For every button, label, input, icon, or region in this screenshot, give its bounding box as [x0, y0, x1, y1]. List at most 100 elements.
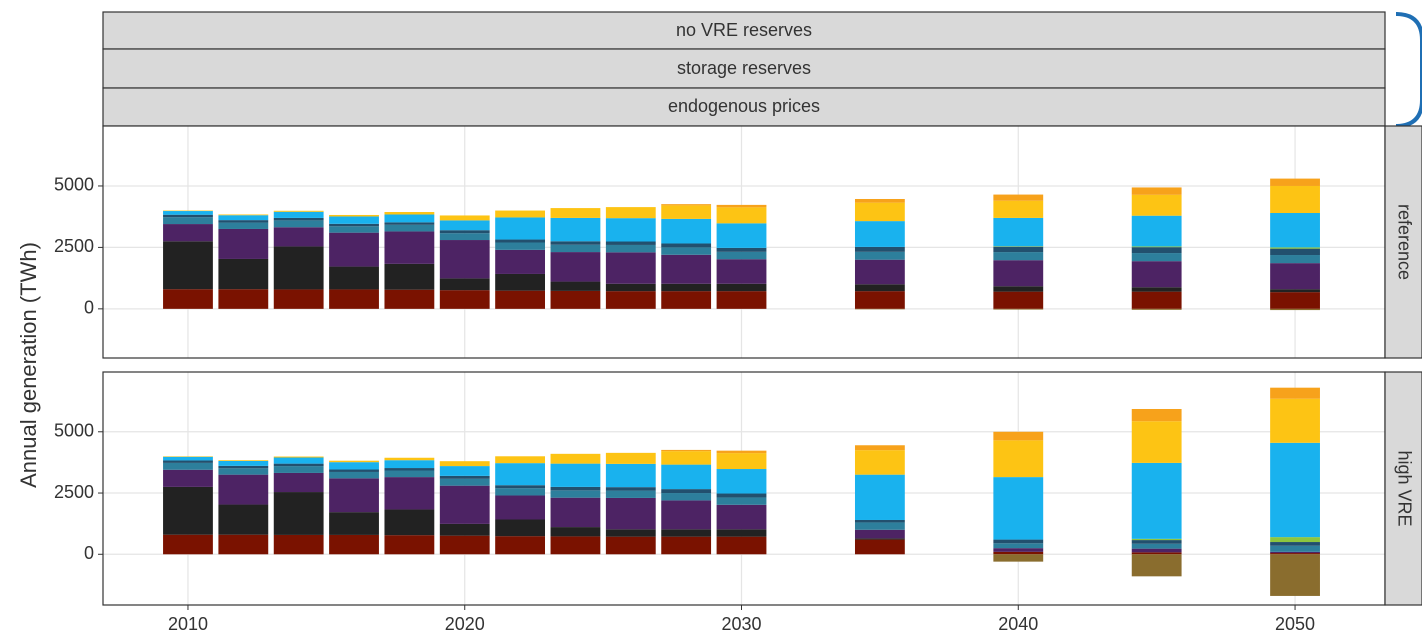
bar-segment: [1270, 551, 1320, 554]
bar-segment: [1131, 253, 1182, 262]
bar-segment: [716, 283, 767, 292]
bar-segment: [854, 259, 905, 285]
bar-segment: [716, 469, 767, 494]
bar-segment: [439, 523, 490, 536]
bar-segment: [273, 246, 324, 290]
bar-segment: [550, 217, 601, 242]
bar-segment: [439, 233, 490, 241]
bar-segment: [218, 215, 269, 221]
bar-segment: [716, 450, 767, 454]
bar-segment: [716, 223, 767, 248]
facet-label: high VRE: [1394, 450, 1414, 526]
bar-segment: [550, 527, 601, 537]
bar-segment: [854, 538, 905, 540]
bar-segment: [439, 475, 490, 479]
bar-segment: [495, 495, 546, 520]
bar-segment: [661, 254, 712, 284]
bar-segment: [384, 509, 435, 536]
bar-segment: [993, 246, 1044, 253]
bar-segment: [716, 536, 767, 555]
bar-segment: [329, 462, 379, 470]
bar-segment: [993, 194, 1044, 201]
bar-segment: [1270, 263, 1320, 290]
bar-segment: [716, 247, 767, 252]
bar-segment: [605, 207, 656, 219]
bar-segment: [163, 241, 213, 290]
bar-segment: [993, 554, 1044, 562]
bar-segment: [1131, 246, 1182, 248]
bar-segment: [273, 472, 324, 493]
bar-segment: [218, 289, 269, 309]
bar-segment: [661, 493, 712, 501]
bar-segment: [661, 291, 712, 309]
bar-segment: [218, 474, 269, 505]
bar-segment: [550, 252, 601, 282]
bar-segment: [439, 230, 490, 234]
bar-segment: [218, 468, 269, 475]
bar-segment: [993, 260, 1044, 287]
x-tick-label: 2010: [168, 614, 208, 634]
bar-segment: [661, 243, 712, 248]
bar-segment: [605, 244, 656, 253]
bar-segment: [273, 227, 324, 247]
bar-segment: [716, 259, 767, 284]
bar-segment: [1270, 178, 1320, 186]
bar-segment: [218, 534, 269, 555]
bar-segment: [384, 214, 435, 223]
bar-segment: [605, 463, 656, 488]
bar-segment: [163, 469, 213, 487]
bar-segment: [1131, 548, 1182, 553]
bar-segment: [384, 231, 435, 264]
bar-segment: [273, 211, 324, 218]
bar-segment: [495, 242, 546, 250]
bar-segment: [993, 431, 1044, 441]
bar-segment: [329, 214, 379, 217]
bar-segment: [218, 228, 269, 259]
bar-segment: [439, 240, 490, 279]
bar-segment: [605, 283, 656, 292]
bar-segment: [550, 244, 601, 253]
bar-segment: [1270, 247, 1320, 249]
bar-segment: [716, 529, 767, 537]
bar-segment: [854, 246, 905, 252]
bar-segment: [329, 512, 379, 535]
bar-segment: [550, 497, 601, 528]
bar-segment: [854, 284, 905, 292]
bar-segment: [495, 488, 546, 496]
bar-segment: [854, 474, 905, 520]
bar-segment: [495, 290, 546, 309]
bar-segment: [1131, 187, 1182, 195]
bar-segment: [439, 478, 490, 486]
bar-segment: [163, 486, 213, 535]
bar-segment: [716, 251, 767, 260]
bar-segment: [1131, 261, 1182, 288]
bar-segment: [384, 460, 435, 469]
bar-segment: [716, 207, 767, 224]
strip-label: no VRE reserves: [676, 20, 812, 40]
bar-segment: [1270, 308, 1320, 311]
y-tick-label: 0: [84, 543, 94, 563]
bar-segment: [218, 220, 269, 223]
bar-segment: [1270, 255, 1320, 264]
bar-segment: [993, 291, 1044, 309]
bar-segment: [1131, 421, 1182, 463]
bar-segment: [661, 529, 712, 537]
bar-segment: [1131, 287, 1182, 292]
x-tick-label: 2030: [721, 614, 761, 634]
bar-segment: [273, 220, 324, 228]
bar-segment: [661, 489, 712, 494]
bar-segment: [384, 212, 435, 215]
bar-segment: [550, 453, 601, 464]
bar-segment: [329, 534, 379, 555]
bar-segment: [218, 465, 269, 469]
bar-segment: [1270, 542, 1320, 546]
bar-segment: [1131, 291, 1182, 309]
bar-segment: [550, 463, 601, 487]
bar-segment: [329, 469, 379, 472]
bar-segment: [993, 286, 1044, 292]
y-tick-label: 5000: [54, 175, 94, 195]
bar-segment: [661, 536, 712, 555]
bar-segment: [439, 215, 490, 221]
bar-segment: [329, 289, 379, 309]
bar-segment: [163, 534, 213, 555]
